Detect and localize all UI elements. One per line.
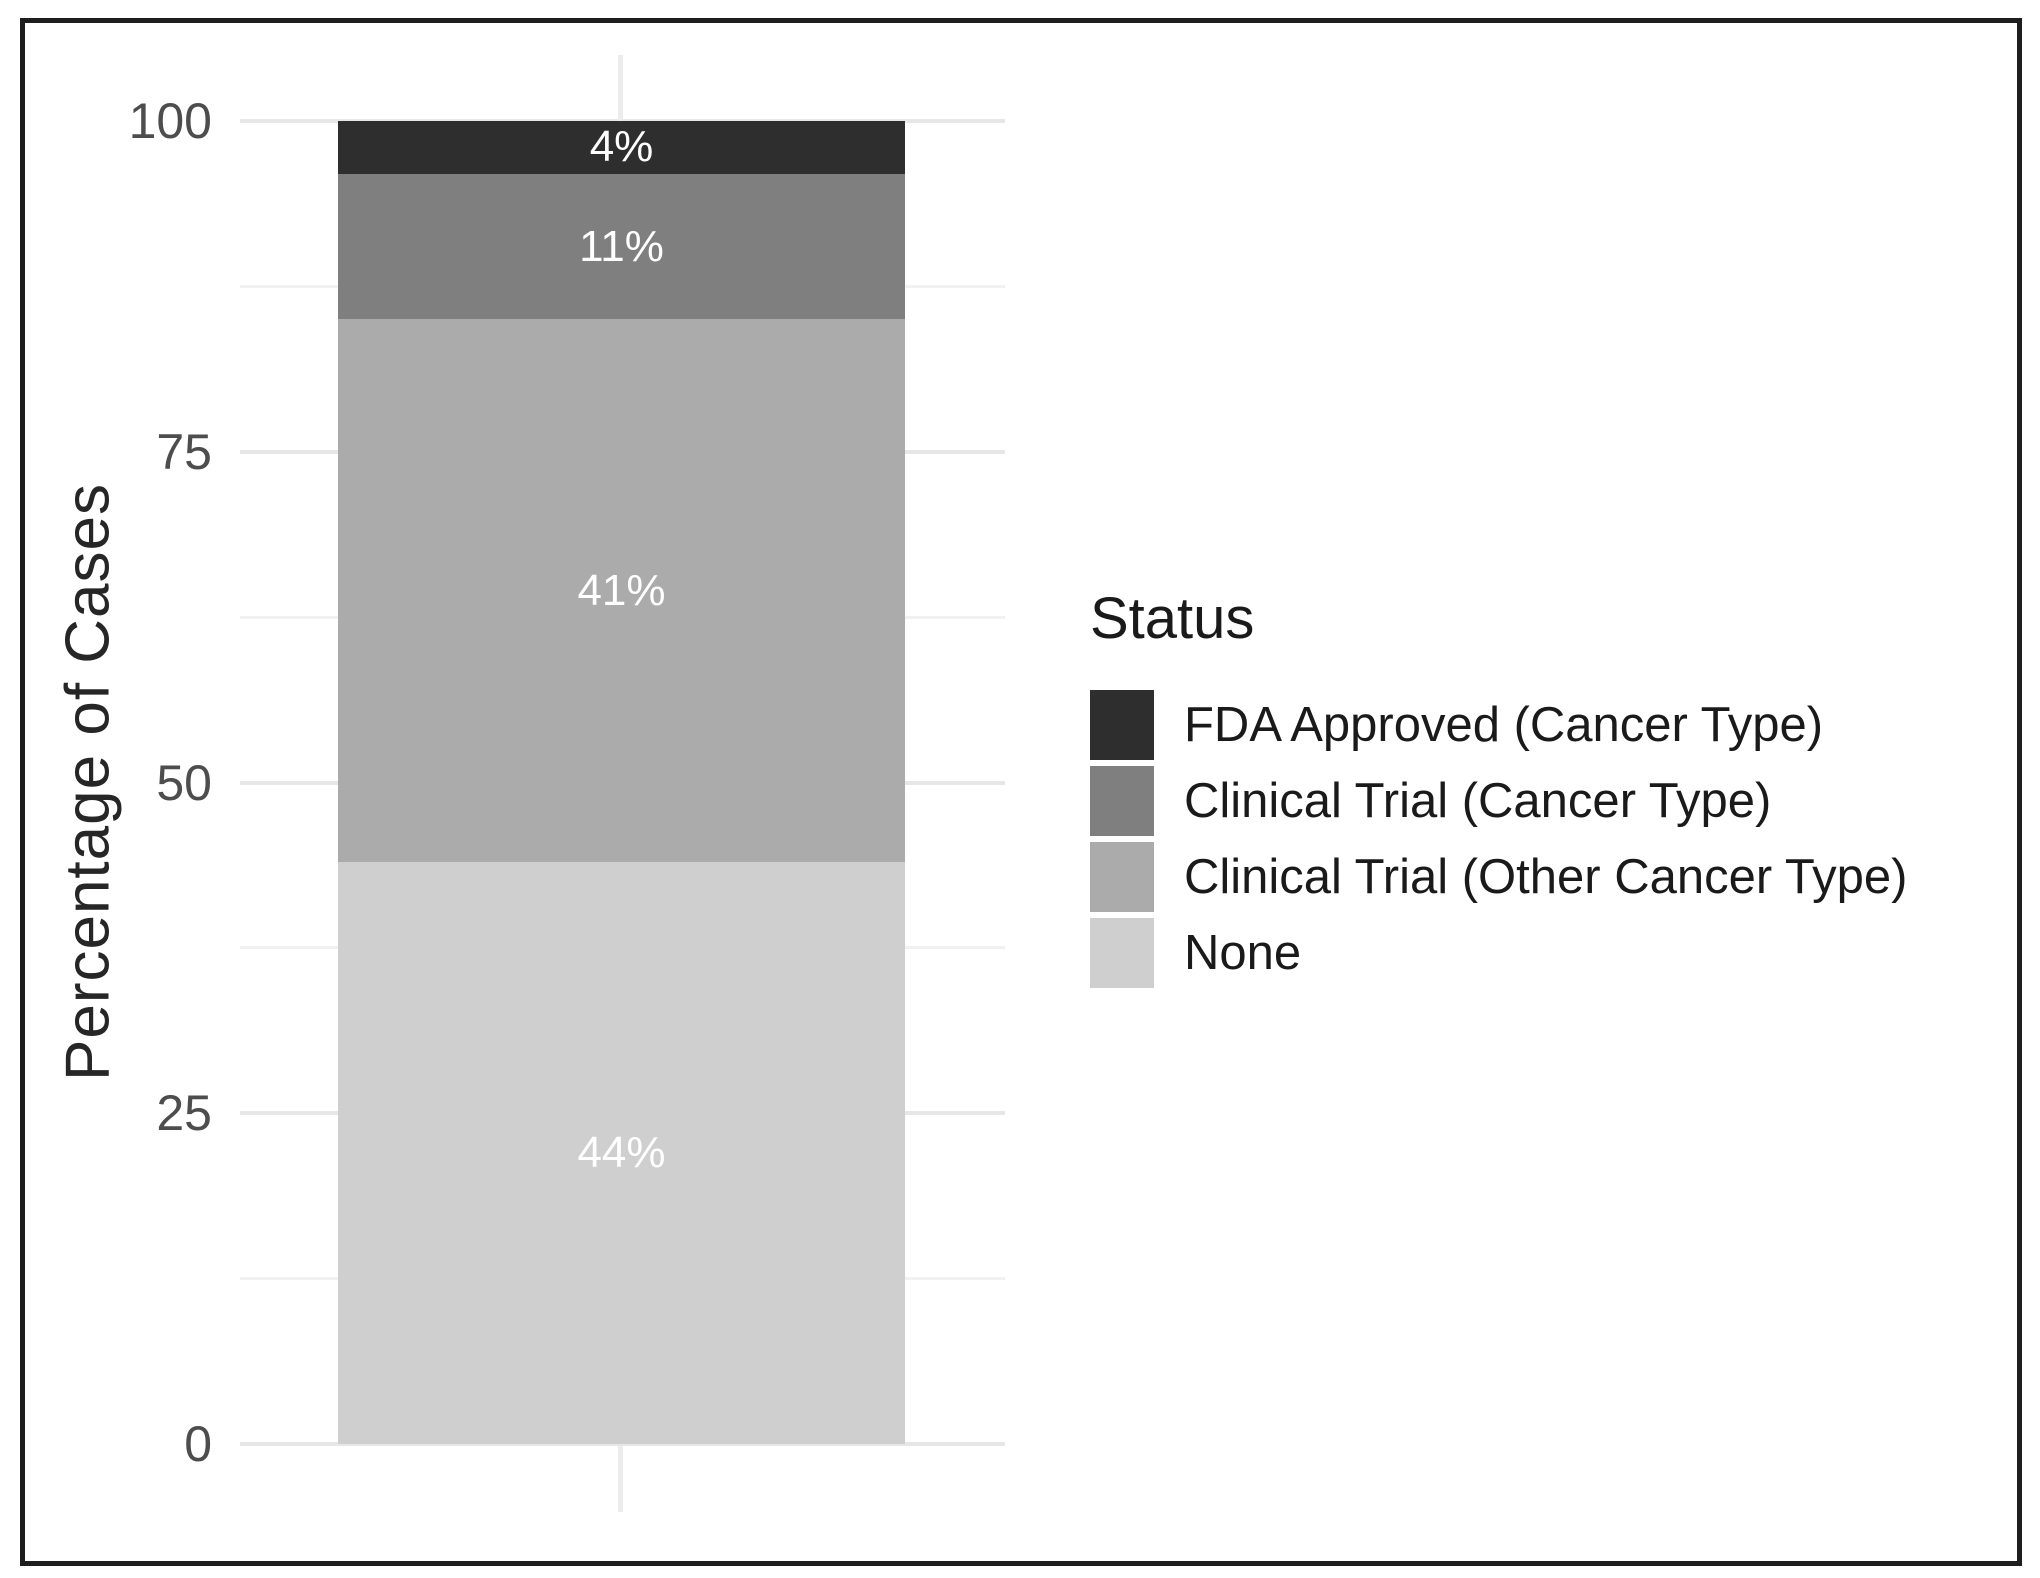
legend-swatch <box>1090 766 1154 836</box>
legend-label: None <box>1184 926 1302 980</box>
legend-title: Status <box>1090 586 1255 651</box>
legend-row: Clinical Trial (Cancer Type) <box>1090 766 1907 836</box>
legend-swatch <box>1090 842 1154 912</box>
y-tick-label: 0 <box>184 1416 212 1472</box>
legend-row: Clinical Trial (Other Cancer Type) <box>1090 842 1907 912</box>
y-tick-label: 50 <box>156 754 212 811</box>
bar-segment: 4% <box>338 121 905 174</box>
legend-rows: FDA Approved (Cancer Type) Clinical Trial… <box>1090 690 1907 988</box>
gridline-major <box>240 1442 1005 1446</box>
bar-segment-label: 44% <box>577 1127 666 1177</box>
legend-row: None <box>1090 918 1907 988</box>
bar-segment: 44% <box>338 861 905 1444</box>
bar-segment-label: 4% <box>589 122 654 172</box>
x-axis-tick <box>618 1446 623 1512</box>
legend-label: FDA Approved (Cancer Type) <box>1184 698 1824 752</box>
stacked-bar: 4% 11% 41% 44% <box>338 121 905 1444</box>
bar-segment: 11% <box>338 173 905 320</box>
legend-swatch <box>1090 690 1154 760</box>
legend-swatch <box>1090 918 1154 988</box>
bar-segment-label: 11% <box>579 221 664 271</box>
bar-segment-label: 41% <box>577 565 666 615</box>
legend: Status FDA Approved (Cancer Type) Clinica… <box>1090 585 1907 994</box>
y-tick-label: 25 <box>156 1085 212 1142</box>
legend-row: FDA Approved (Cancer Type) <box>1090 690 1907 760</box>
category-gridline-top <box>618 55 623 121</box>
y-tick-label: 100 <box>128 93 212 149</box>
legend-label: Clinical Trial (Cancer Type) <box>1184 774 1772 828</box>
y-tick-label: 75 <box>156 423 212 480</box>
legend-label: Clinical Trial (Other Cancer Type) <box>1184 850 1908 904</box>
bar-segment: 41% <box>338 319 905 862</box>
